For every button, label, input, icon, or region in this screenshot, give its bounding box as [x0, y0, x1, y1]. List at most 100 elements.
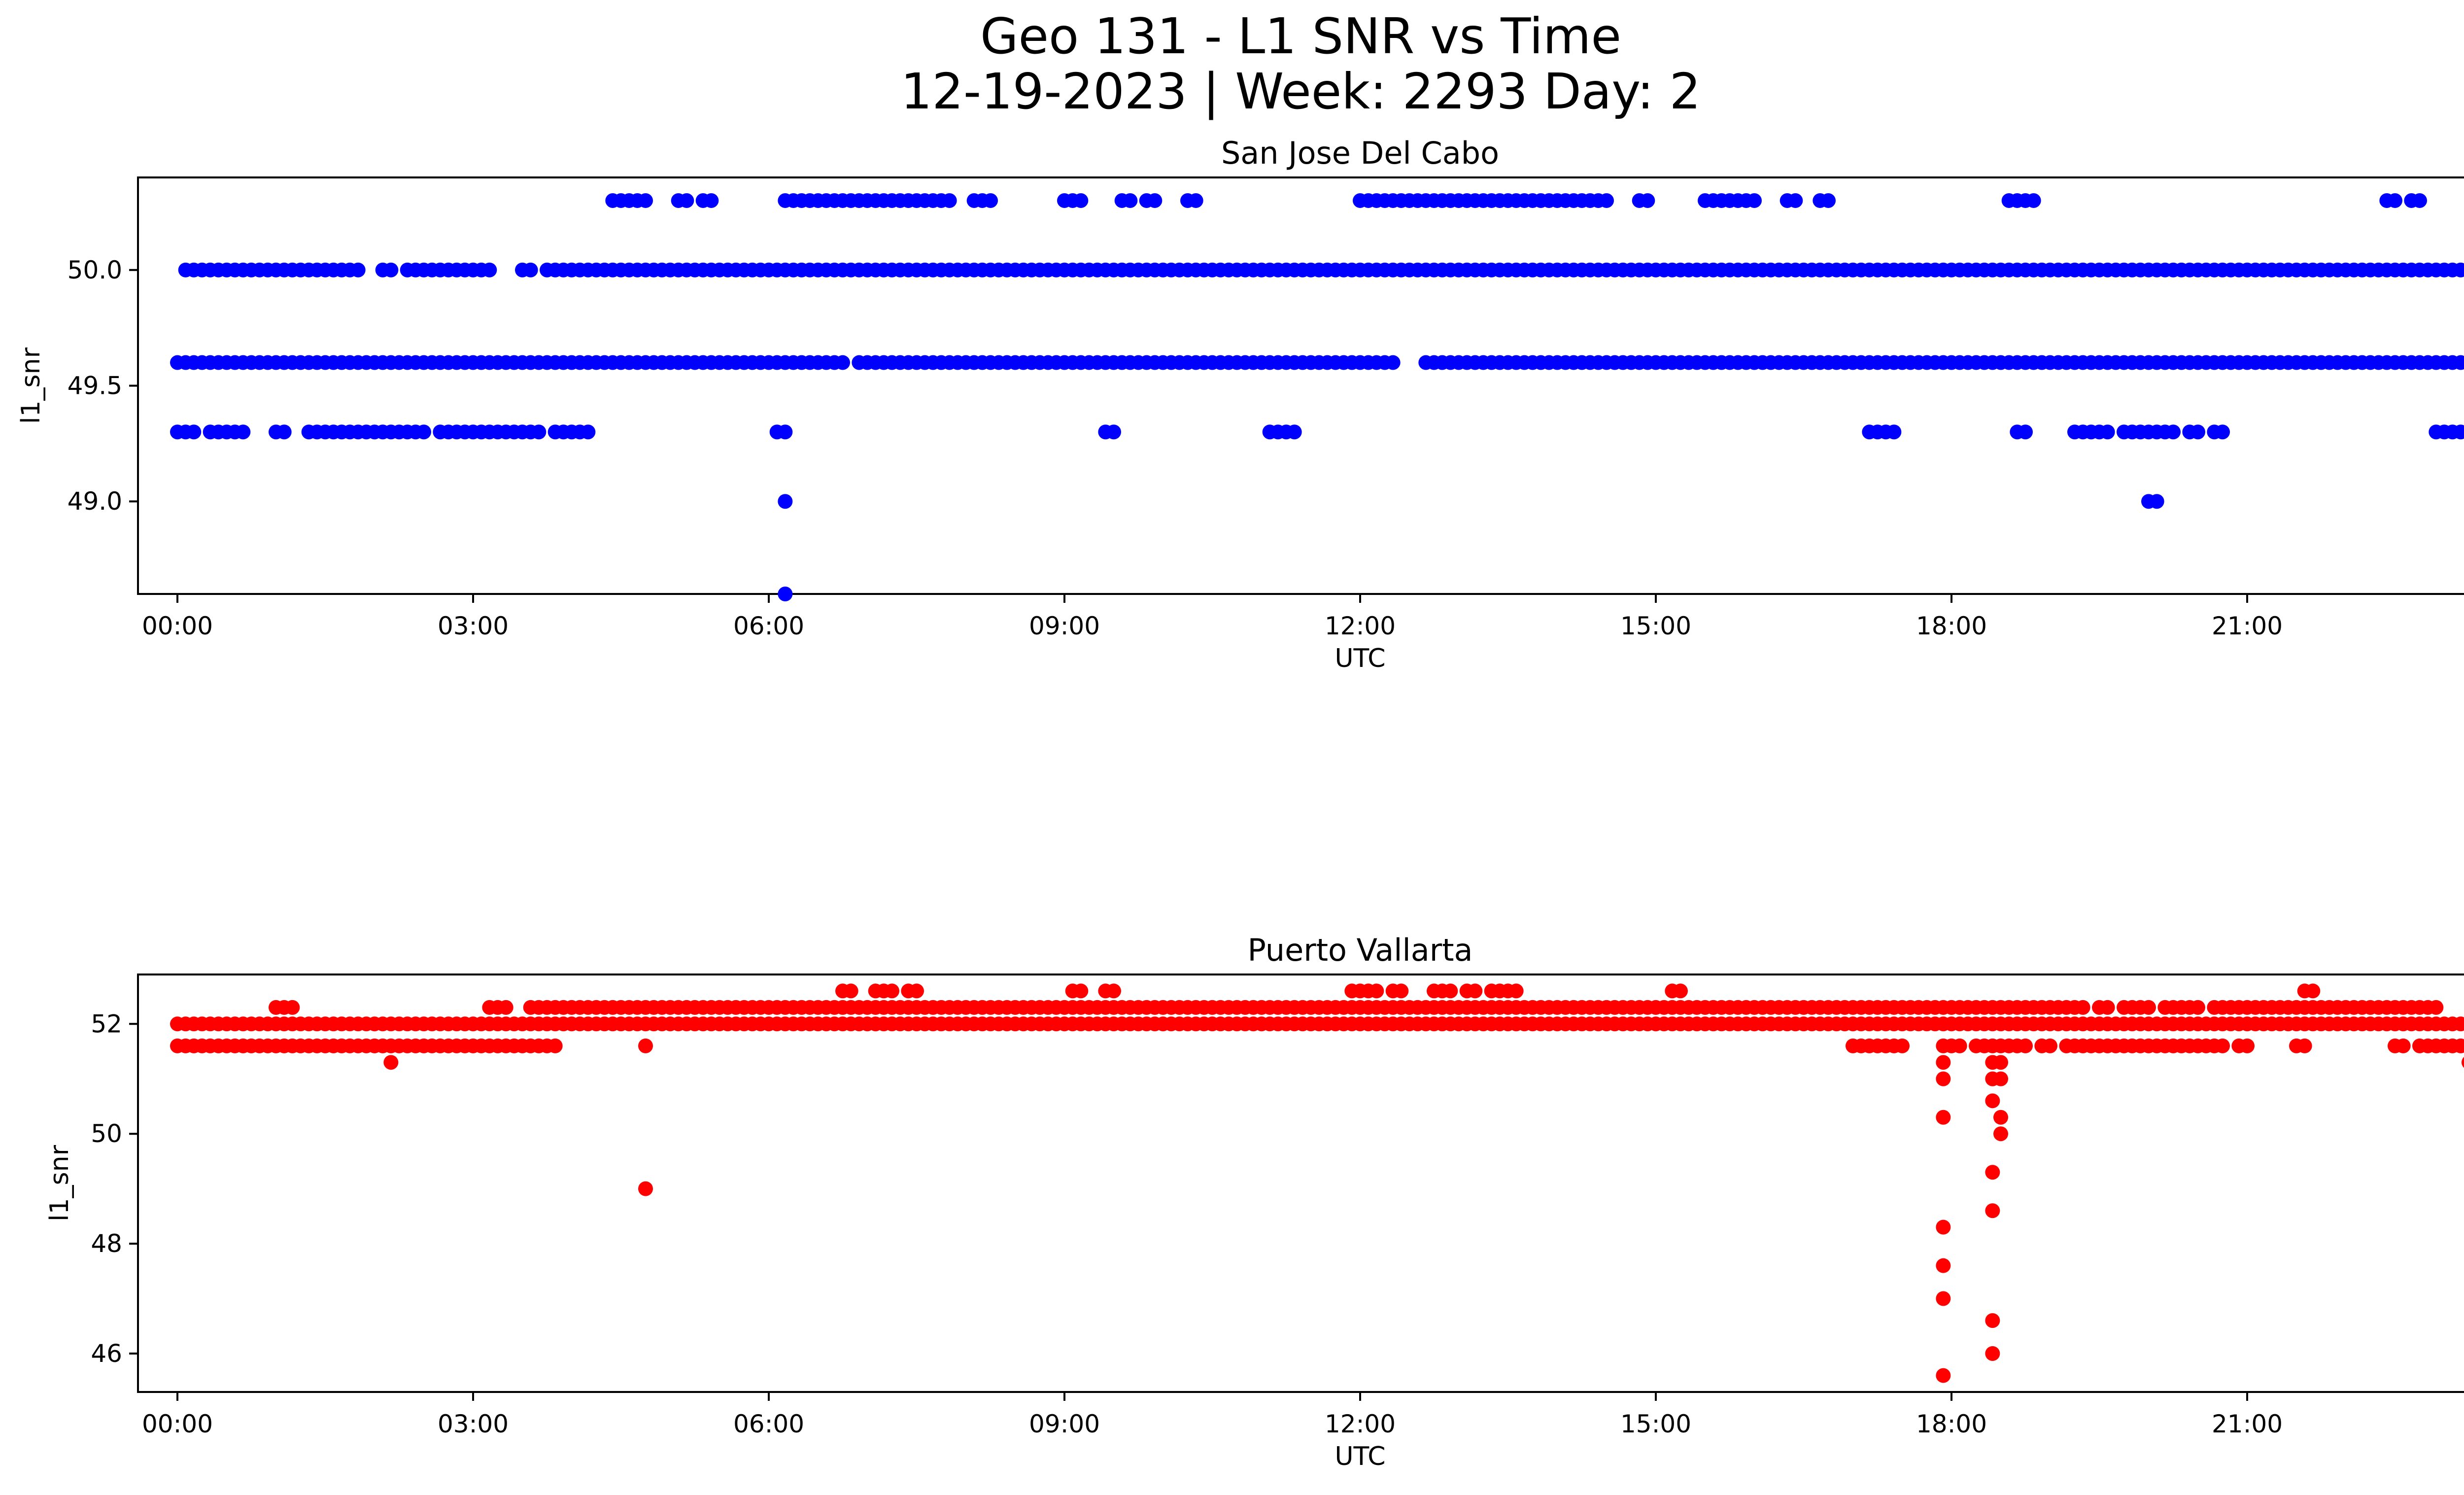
x-tick-label: 15:00	[1620, 1410, 1691, 1438]
y-tick-label: 50	[91, 1119, 122, 1148]
data-point	[1936, 1110, 1951, 1125]
data-point	[1985, 1093, 2000, 1109]
x-tick-label: 18:00	[1916, 612, 1987, 640]
data-point	[2462, 426, 2464, 438]
x-tick-label: 09:00	[1029, 612, 1100, 640]
y-tick-label: 46	[91, 1339, 122, 1368]
data-point	[2453, 355, 2464, 370]
y-tick-label: 49.0	[68, 487, 122, 516]
data-point	[1821, 193, 1836, 208]
data-point	[2297, 1038, 2312, 1053]
data-point	[383, 262, 399, 278]
y-tick-label: 49.5	[68, 372, 122, 400]
data-point	[236, 424, 251, 440]
data-point	[276, 424, 292, 440]
data-point	[2462, 1040, 2464, 1052]
data-point	[835, 355, 850, 370]
data-point	[2453, 1038, 2464, 1053]
data-point	[2462, 264, 2464, 276]
data-point	[1936, 1038, 1951, 1053]
x-tick-label: 00:00	[142, 612, 213, 640]
data-point	[1985, 1165, 2000, 1180]
panel-vallarta: Puerto Vallarta 00:00 03:00 06:00 09:00 12:00…	[45, 932, 2464, 1471]
y-tick-label: 48	[91, 1229, 122, 1258]
data-point	[1985, 1313, 2000, 1328]
figure-title: Geo 131 - L1 SNR vs Time 12-19-2023 | We…	[0, 9, 2464, 119]
data-points	[170, 193, 2464, 601]
data-point	[1673, 983, 1688, 999]
subplot-title: Puerto Vallarta	[1247, 932, 1472, 968]
x-tick-label: 06:00	[733, 612, 804, 640]
data-point	[285, 1000, 300, 1015]
x-tick-label: 15:00	[1620, 612, 1691, 640]
data-point	[498, 1000, 513, 1015]
x-tick-label: 09:00	[1029, 1410, 1100, 1438]
data-point	[1468, 983, 1483, 999]
x-tick-label: 12:00	[1325, 612, 1396, 640]
data-point	[778, 494, 793, 509]
data-point	[1106, 983, 1121, 999]
data-point	[1385, 355, 1401, 370]
data-point	[1123, 193, 1138, 208]
data-point	[679, 193, 694, 208]
data-point	[1147, 193, 1163, 208]
data-point	[843, 983, 858, 999]
figure-title-line1: Geo 131 - L1 SNR vs Time	[980, 7, 1621, 65]
data-point	[1895, 1038, 1910, 1053]
y-tick-label: 52	[91, 1009, 122, 1038]
data-point	[2305, 983, 2321, 999]
data-point	[2141, 1000, 2156, 1015]
data-point	[531, 424, 547, 440]
figure-title-line2: 12-19-2023 | Week: 2293 Day: 2	[900, 63, 1701, 120]
data-point	[2043, 1038, 2057, 1053]
data-point	[909, 983, 924, 999]
x-tick-label: 21:00	[2212, 1410, 2283, 1438]
data-point	[2215, 424, 2230, 440]
data-point	[2100, 424, 2115, 440]
y-axis-label: l1_snr	[16, 347, 46, 424]
data-point	[548, 1038, 563, 1053]
x-tick-label: 03:00	[438, 612, 509, 640]
data-point	[2429, 1000, 2444, 1015]
data-point	[2190, 1000, 2205, 1015]
data-point	[778, 587, 793, 601]
data-point	[2388, 193, 2402, 208]
x-tick-label: 21:00	[2212, 612, 2283, 640]
data-point	[1599, 193, 1614, 208]
axes-frame	[137, 176, 2464, 595]
data-point	[1747, 193, 1762, 208]
data-point	[1369, 983, 1384, 999]
data-point	[1985, 1038, 2000, 1053]
data-point	[1886, 424, 1902, 440]
data-point	[638, 193, 653, 208]
x-tick-label: 03:00	[438, 1410, 509, 1438]
data-point	[2396, 1038, 2411, 1053]
data-point	[1952, 1038, 1967, 1053]
data-point	[2462, 1057, 2464, 1068]
data-points	[170, 983, 2464, 1383]
data-point	[350, 262, 366, 278]
data-point	[1936, 1291, 1951, 1306]
data-point	[1936, 1071, 1951, 1086]
data-point	[1188, 193, 1203, 208]
data-point	[482, 262, 497, 278]
data-point	[1936, 1258, 1951, 1273]
x-tick-label: 06:00	[733, 1410, 804, 1438]
data-point	[1106, 424, 1121, 440]
data-point	[523, 262, 538, 278]
data-point	[885, 983, 899, 999]
data-point	[2240, 1038, 2255, 1053]
data-point	[1936, 1368, 1951, 1383]
data-point	[1073, 983, 1089, 999]
data-point	[1936, 1219, 1951, 1235]
data-point	[1287, 424, 1302, 440]
data-point	[942, 193, 957, 208]
data-point	[1993, 1071, 2008, 1086]
data-point	[186, 424, 202, 440]
data-point	[383, 1055, 399, 1070]
data-point	[1993, 1055, 2008, 1070]
data-point	[2462, 357, 2464, 368]
data-point	[1394, 983, 1409, 999]
data-point	[1788, 193, 1803, 208]
